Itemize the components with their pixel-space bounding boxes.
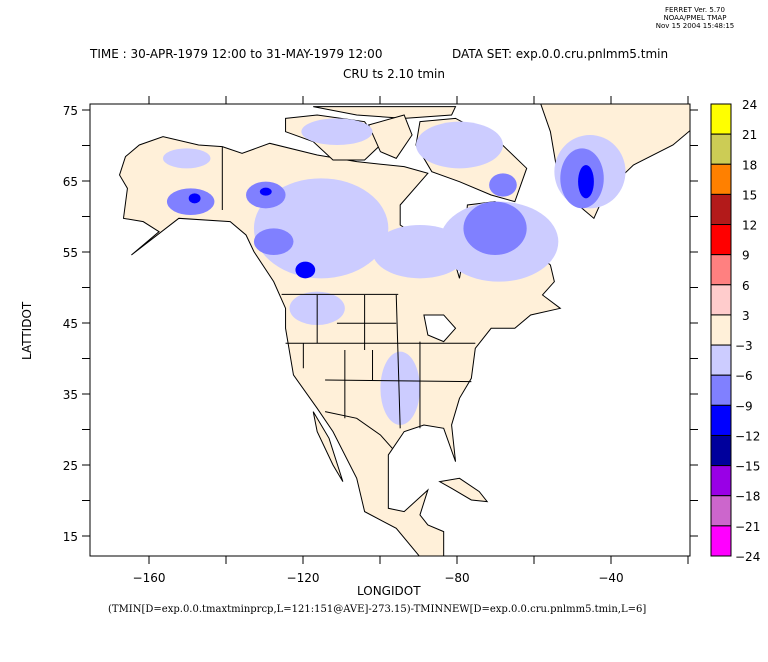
cold-anomaly-patches (163, 118, 626, 425)
colorbar-swatch (710, 495, 732, 527)
colorbar: 24 21 18 15 12 9 6 3 −3 −6 −9 −12 −15 −18 −21 −24 (710, 98, 760, 564)
colorbar-swatch (710, 434, 732, 467)
colorbar-swatch (710, 374, 732, 406)
colorbar-swatch (710, 133, 732, 165)
colorbar-label: −18 (735, 490, 760, 504)
x-tick-label: −40 (598, 571, 623, 585)
ferret-stamp: FERRET Ver. 5.70 NOAA/PMEL TMAP Nov 15 2… (620, 6, 768, 30)
colorbar-swatch (710, 314, 732, 346)
colorbar-label: 12 (742, 219, 757, 233)
y-tick-label: 35 (63, 388, 78, 402)
victoria-island (369, 115, 412, 158)
colorbar-swatch (710, 284, 732, 316)
colorbar-swatch (710, 224, 732, 256)
colorbar-label: −3 (735, 339, 753, 353)
colorbar-label: −24 (735, 550, 760, 564)
plot-frame (89, 103, 691, 557)
y-tick-label: 15 (63, 530, 78, 544)
colorbar-label: 21 (742, 128, 757, 142)
baja-california (313, 412, 343, 482)
x-tick-label: −160 (133, 571, 166, 585)
colorbar-label: 9 (742, 249, 750, 263)
stamp-date: Nov 15 2004 15:48:15 (655, 22, 735, 30)
stamp-org: NOAA/PMEL TMAP (663, 14, 727, 22)
colorbar-swatch (710, 103, 732, 135)
cuba (440, 478, 487, 501)
title-dataset: DATA SET: exp.0.0.cru.pnlmm5.tmin (452, 47, 669, 61)
colorbar-label: 6 (742, 279, 750, 293)
political-borders (222, 147, 475, 449)
colorbar-swatch (710, 254, 732, 286)
colorbar-label: −21 (735, 520, 760, 534)
title-time: TIME : 30-APR-1979 12:00 to 31-MAY-1979 … (90, 47, 383, 61)
colorbar-swatch (710, 525, 732, 557)
colorbar-label: −9 (735, 399, 753, 413)
colorbar-label: 18 (742, 158, 757, 172)
x-axis-label: LONGIDOT (357, 584, 421, 598)
colorbar-label: 3 (742, 309, 750, 323)
great-lakes (424, 315, 456, 342)
footer-expression: (TMIN[D=exp.0.0.tmaxtminprcp,L=121:151@A… (108, 604, 647, 615)
north-america-landmass (120, 137, 561, 556)
colorbar-label: 24 (742, 98, 757, 112)
colorbar-swatch (710, 344, 732, 376)
axis-tick-labels: −160 −120 −80 −40 75 65 55 45 35 25 15 (63, 104, 624, 585)
y-tick-label: 65 (63, 175, 78, 189)
x-tick-label: −120 (287, 571, 320, 585)
y-tick-label: 75 (63, 104, 78, 118)
colorbar-swatch (710, 193, 732, 226)
colorbar-swatch (710, 465, 732, 497)
colorbar-label: −12 (735, 429, 760, 443)
colorbar-label: 15 (742, 188, 757, 202)
colorbar-swatch (710, 163, 732, 195)
colorbar-label: −6 (735, 369, 753, 383)
y-tick-label: 45 (63, 317, 78, 331)
colorbar-label: −15 (735, 460, 760, 474)
axis-ticks (82, 96, 698, 564)
colorbar-swatch (710, 404, 732, 436)
plot-subtitle: CRU ts 2.10 tmin (343, 67, 445, 81)
y-tick-label: 25 (63, 459, 78, 473)
map-layer (120, 104, 690, 556)
x-tick-label: −80 (444, 571, 469, 585)
stamp-version: FERRET Ver. 5.70 (665, 6, 725, 14)
ellesmere-island (313, 107, 455, 119)
y-tick-label: 55 (63, 246, 78, 260)
